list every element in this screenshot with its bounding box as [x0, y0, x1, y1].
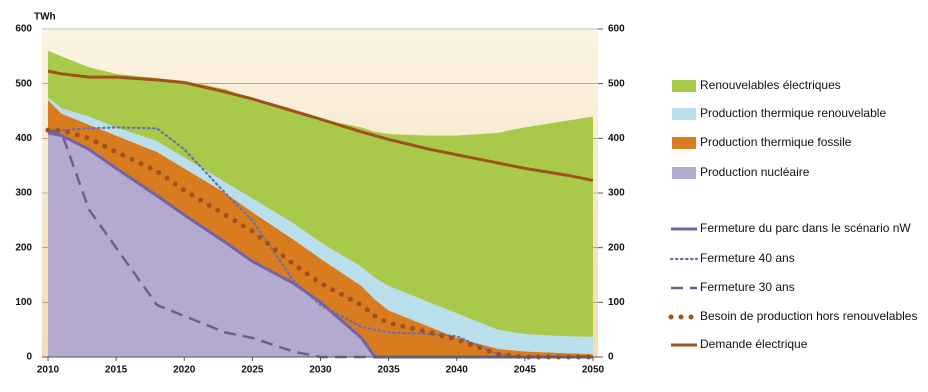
legend-swatch — [672, 108, 696, 120]
x-tick-label: 2010 — [37, 365, 60, 376]
x-tick-label: 2015 — [105, 365, 128, 376]
y2-tick-label: 400 — [608, 133, 625, 144]
y-tick-label: 0 — [26, 352, 32, 363]
legend-swatch — [672, 167, 696, 179]
area — [48, 50, 593, 337]
legend-label: Besoin de production hors renouvelables — [700, 309, 917, 323]
y2-tick-label: 600 — [608, 24, 625, 35]
legend-swatch — [672, 137, 696, 149]
legend-label: Renouvelables électriques — [700, 78, 841, 92]
y-axis-label: TWh — [34, 12, 56, 23]
y-tick-label: 500 — [15, 78, 32, 89]
legend-label: Demande électrique — [700, 337, 808, 351]
legend-label: Fermeture 30 ans — [700, 280, 795, 294]
legend-label: Production thermique fossile — [700, 135, 852, 149]
line — [47, 69, 594, 182]
y-tick-label: 300 — [15, 188, 32, 199]
x-tick-label: 2030 — [309, 365, 332, 376]
area — [48, 97, 593, 355]
legend-label: Production thermique renouvelable — [700, 106, 886, 120]
line — [46, 126, 595, 359]
x-tick-label: 2040 — [446, 365, 469, 376]
legend-label: Fermeture du parc dans le scénario nW — [700, 221, 911, 235]
y2-tick-label: 300 — [608, 188, 625, 199]
area — [48, 132, 593, 357]
y2-tick-label: 100 — [608, 297, 625, 308]
line — [45, 127, 596, 360]
x-tick-label: 2035 — [378, 365, 401, 376]
y2-tick-label: 500 — [608, 78, 625, 89]
x-tick-label: 2020 — [173, 365, 196, 376]
y-tick-label: 100 — [15, 297, 32, 308]
y-tick-label: 400 — [15, 133, 32, 144]
y2-tick-label: 0 — [608, 352, 614, 363]
x-tick-label: 2050 — [582, 365, 605, 376]
legend-label: Fermeture 40 ans — [700, 251, 795, 265]
legend-swatch — [672, 80, 696, 92]
x-tick-label: 2045 — [514, 365, 537, 376]
areas — [48, 50, 593, 358]
y-tick-label: 600 — [15, 24, 32, 35]
legend-label: Production nucléaire — [700, 165, 810, 179]
y2-tick-label: 200 — [608, 242, 625, 253]
x-tick-label: 2025 — [241, 365, 264, 376]
y-tick-label: 200 — [15, 242, 32, 253]
